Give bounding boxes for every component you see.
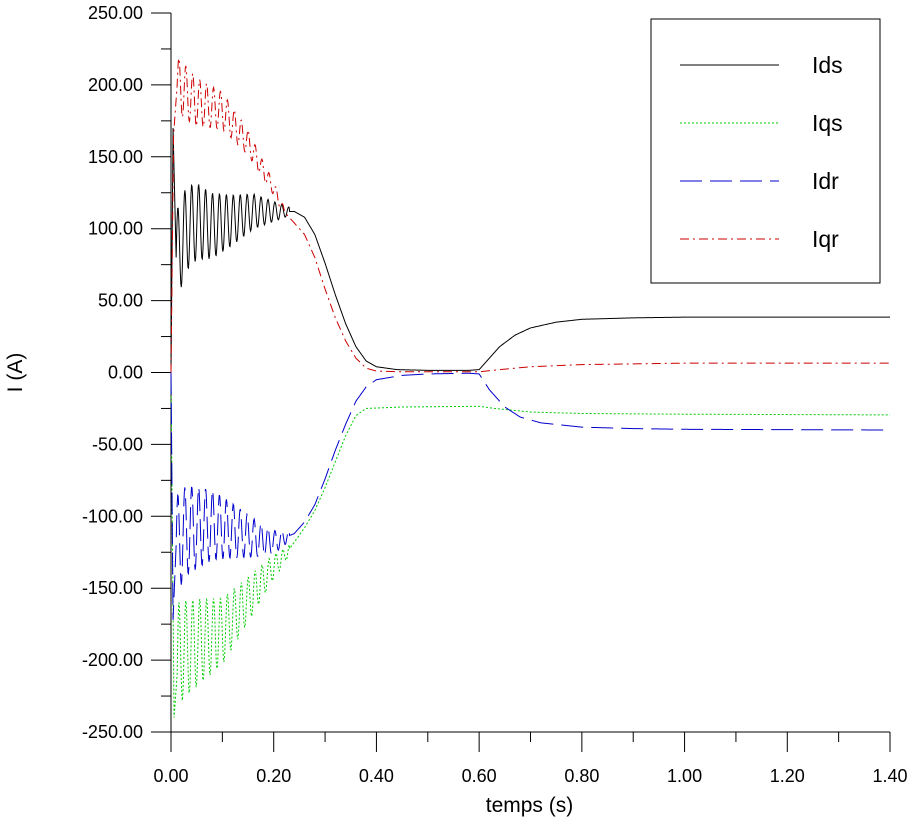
x-axis-title: temps (s): [486, 794, 574, 817]
axes: 250.00 200.00 150.00 100.00 50.00 0.00 -50.00 -…: [4, 3, 908, 817]
legend: Ids Iqs Idr Iqr: [650, 18, 881, 284]
x-tick-label: 1.40: [872, 766, 907, 786]
x-tick-label: 0.40: [359, 766, 394, 786]
legend-label-ids: Ids: [812, 52, 843, 78]
y-tick-label: 50.00: [98, 291, 143, 311]
series-layer: [170, 58, 890, 718]
y-tick-label: -50.00: [92, 434, 143, 454]
y-tick-label: 100.00: [88, 219, 143, 239]
y-tick-label: -150.00: [82, 578, 143, 598]
y-tick-label: 200.00: [88, 75, 143, 95]
x-tick-label: 0.00: [153, 766, 188, 786]
series-line-ids: [170, 128, 890, 373]
legend-label-idr: Idr: [812, 168, 839, 194]
y-tick-label: 250.00: [88, 3, 143, 23]
legend-label-iqr: Iqr: [812, 226, 839, 252]
series-line-iqs: [170, 372, 890, 718]
x-tick-label: 1.20: [770, 766, 805, 786]
y-tick-label: 0.00: [108, 363, 143, 383]
x-tick-label: 0.60: [462, 766, 497, 786]
x-tick-label: 0.20: [256, 766, 291, 786]
y-tick-label: -200.00: [82, 650, 143, 670]
y-tick-label: -100.00: [82, 506, 143, 526]
series-line-idr: [170, 372, 890, 620]
series-line-iqr: [170, 58, 890, 373]
legend-box: [650, 18, 881, 284]
y-tick-label: 150.00: [88, 147, 143, 167]
x-tick-label: 1.00: [667, 766, 702, 786]
x-tick-label: 0.80: [564, 766, 599, 786]
y-axis-title: I (A): [4, 353, 27, 393]
legend-label-iqs: Iqs: [812, 110, 843, 136]
y-tick-label: -250.00: [82, 722, 143, 742]
